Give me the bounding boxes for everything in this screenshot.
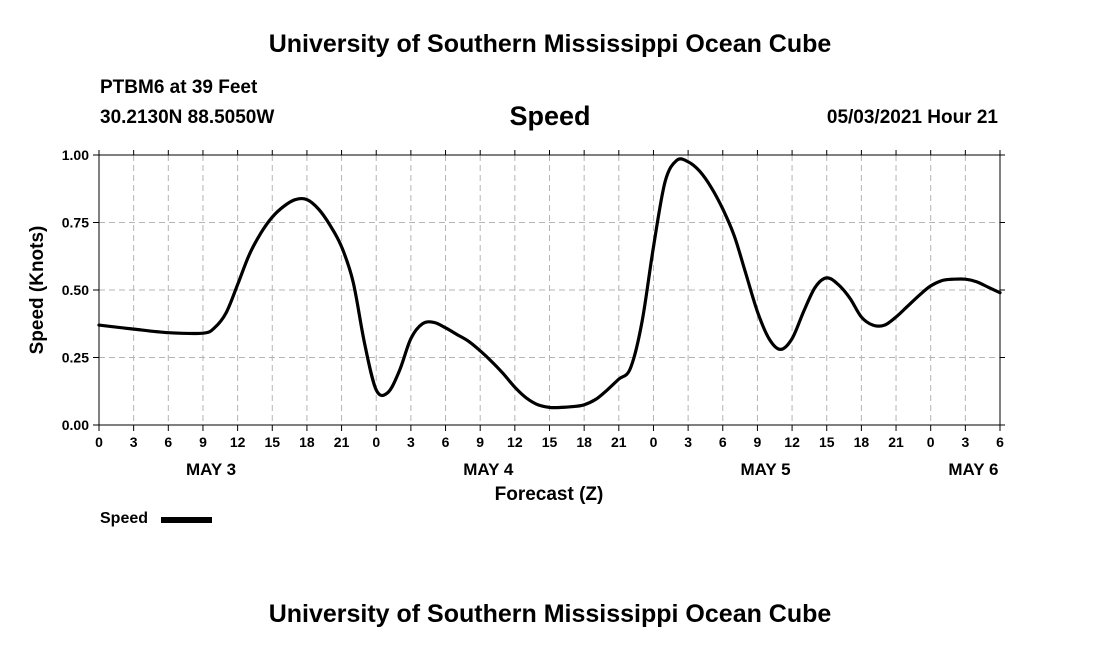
page-title: University of Southern Mississippi Ocean… <box>268 30 832 58</box>
x-tick-label: 12 <box>507 434 523 450</box>
grid-layer <box>99 155 1000 425</box>
y-tick-label: 1.00 <box>62 147 89 163</box>
x-tick-label: 3 <box>961 434 969 450</box>
x-tick-label: 0 <box>650 434 658 450</box>
x-tick-label: 9 <box>476 434 484 450</box>
x-tick-label: 12 <box>784 434 800 450</box>
x-axis-title: Forecast (Z) <box>495 484 604 505</box>
x-tick-label: 3 <box>407 434 415 450</box>
tick-layer <box>93 150 1005 431</box>
x-tick-label: 3 <box>684 434 692 450</box>
x-tick-label: 3 <box>130 434 138 450</box>
y-axis-title: Speed (Knots) <box>27 226 48 355</box>
datetime-label: 05/03/2021 Hour 21 <box>826 107 998 128</box>
coordinates-label: 30.2130N 88.5050W <box>100 107 275 128</box>
x-tick-label: 18 <box>854 434 870 450</box>
x-tick-label: 15 <box>819 434 835 450</box>
y-tick-label: 0.00 <box>62 417 89 433</box>
x-tick-label: 21 <box>334 434 350 450</box>
x-tick-label: 6 <box>719 434 727 450</box>
x-tick-label: 15 <box>264 434 280 450</box>
x-tick-label: 9 <box>199 434 207 450</box>
x-tick-label: 18 <box>299 434 315 450</box>
y-tick-label: 0.75 <box>62 215 89 231</box>
day-label: MAY 4 <box>463 460 514 479</box>
y-tick-label: 0.25 <box>62 350 89 366</box>
x-tick-label: 0 <box>372 434 380 450</box>
y-tick-label: 0.50 <box>62 282 89 298</box>
x-tick-label: 6 <box>996 434 1004 450</box>
series-line-speed <box>97 157 1002 410</box>
station-label: PTBM6 at 39 Feet <box>100 77 258 98</box>
label-layer: 0 3 6 9 12 15 18 21 0 3 6 9 12 15 18 21 0 3 6 9 12 15 18 21 0 3 6 0… <box>62 147 1004 479</box>
parameter-title: Speed <box>509 101 591 131</box>
x-tick-label: 9 <box>754 434 762 450</box>
x-tick-label: 12 <box>230 434 246 450</box>
x-tick-label: 21 <box>611 434 627 450</box>
x-tick-label: 6 <box>164 434 172 450</box>
x-tick-label: 21 <box>888 434 904 450</box>
day-label: MAY 6 <box>948 460 998 479</box>
x-tick-label: 15 <box>542 434 558 450</box>
x-tick-label: 6 <box>442 434 450 450</box>
x-tick-label: 0 <box>95 434 103 450</box>
x-tick-label: 18 <box>576 434 592 450</box>
footer-title: University of Southern Mississippi Ocean… <box>268 600 832 628</box>
day-label: MAY 5 <box>740 460 790 479</box>
legend-label: Speed <box>100 510 149 527</box>
x-tick-label: 0 <box>927 434 935 450</box>
legend-swatch <box>161 517 212 523</box>
day-label: MAY 3 <box>186 460 236 479</box>
